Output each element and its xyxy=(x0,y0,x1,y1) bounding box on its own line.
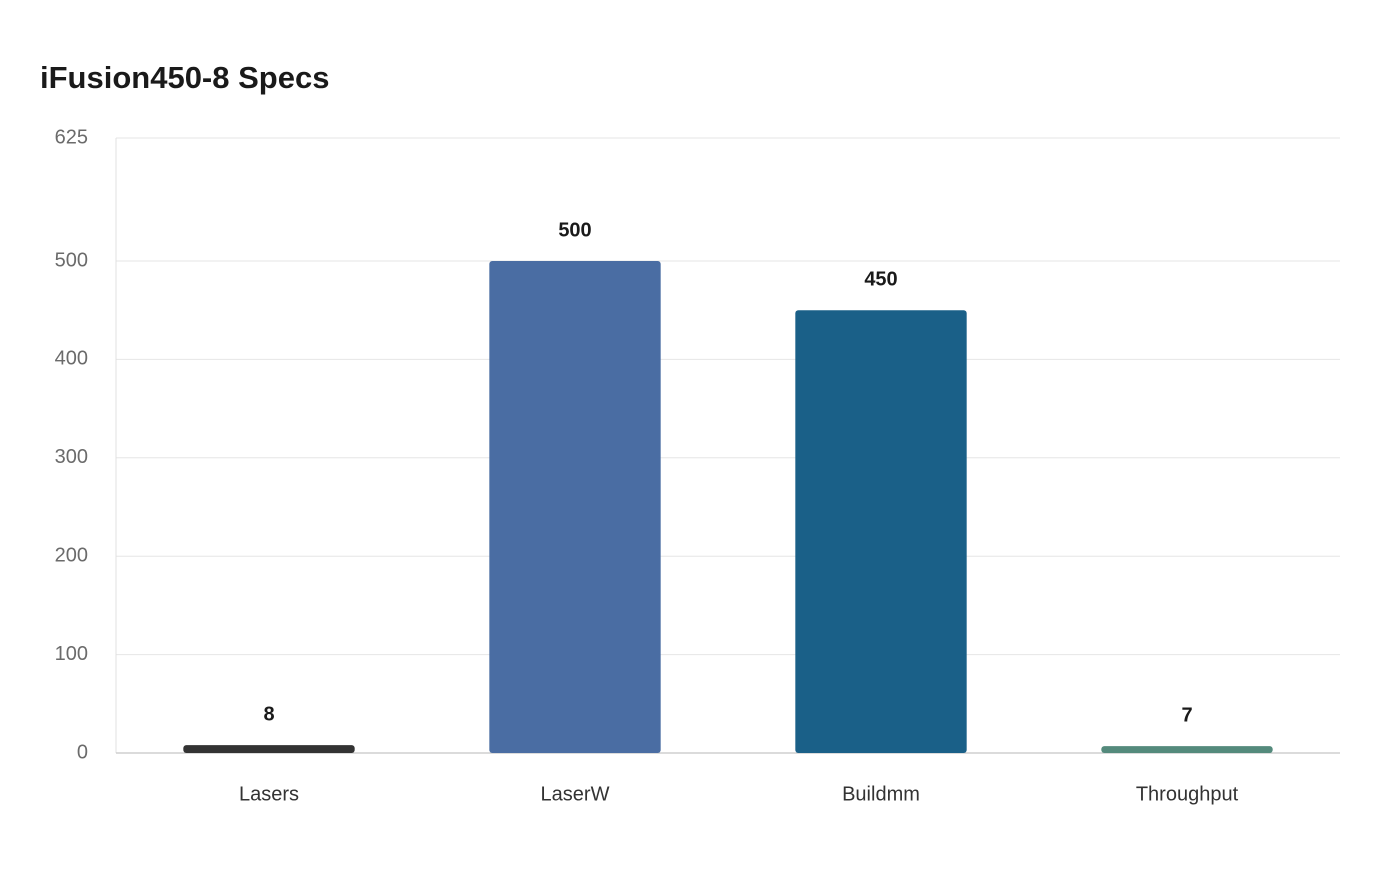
bar xyxy=(1101,746,1273,753)
bar xyxy=(795,310,967,753)
y-tick-label: 400 xyxy=(55,348,88,370)
y-tick-label: 300 xyxy=(55,446,88,468)
x-tick-label: LaserW xyxy=(541,783,610,805)
value-label: 500 xyxy=(558,219,591,241)
bar xyxy=(183,745,355,753)
y-tick-label: 200 xyxy=(55,544,88,566)
value-label: 450 xyxy=(864,268,897,290)
y-tick-label: 500 xyxy=(55,249,88,271)
y-tick-label: 100 xyxy=(55,643,88,665)
x-tick-label: Lasers xyxy=(239,783,299,805)
value-label: 7 xyxy=(1181,704,1192,726)
chart-title: iFusion450-8 Specs xyxy=(40,60,329,95)
y-tick-label: 625 xyxy=(55,126,88,148)
bar xyxy=(489,261,661,753)
y-tick-label: 0 xyxy=(77,741,88,763)
x-tick-label: Buildmm xyxy=(842,783,920,805)
value-label: 8 xyxy=(263,703,274,725)
x-tick-label: Throughput xyxy=(1136,783,1239,805)
